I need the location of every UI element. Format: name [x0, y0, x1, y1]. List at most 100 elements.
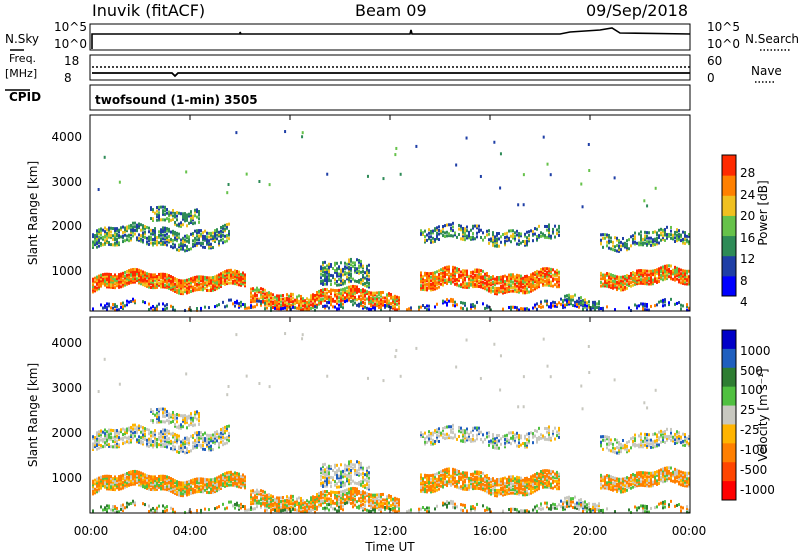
velocity-cell [220, 474, 222, 477]
power-cell [284, 130, 286, 133]
power-cell [160, 218, 162, 221]
power-cell [362, 288, 364, 291]
power-cell [228, 223, 230, 226]
velocity-cell [132, 424, 134, 427]
power-cell [112, 227, 114, 230]
velocity-cell [290, 495, 292, 498]
power-cell [252, 287, 254, 290]
power-cell [354, 261, 356, 264]
power-cell [544, 234, 546, 237]
velocity-cell [158, 443, 160, 446]
power-cell [600, 272, 602, 275]
program-label: twofsound (1-min) 3505 [95, 93, 258, 107]
power-cell [256, 287, 258, 290]
power-cell [142, 239, 144, 242]
power-cell [154, 307, 156, 310]
velocity-cell [106, 434, 108, 437]
power-cell [208, 236, 210, 239]
power-cell [654, 230, 656, 233]
power-cell [168, 239, 170, 242]
power-cell [166, 273, 168, 276]
velocity-cell [108, 443, 110, 446]
power-cell [138, 237, 140, 240]
power-cell [242, 271, 244, 274]
power-cell [216, 237, 218, 240]
velocity-cell [114, 429, 116, 432]
velocity-cell [174, 446, 176, 449]
power-cell [518, 232, 520, 235]
power-cell [380, 291, 382, 294]
strip2-left-label-1: Freq. [9, 52, 36, 65]
velocity-cell [140, 440, 142, 443]
power-cell [618, 239, 620, 242]
power-cell [172, 209, 174, 212]
power-cell [306, 297, 308, 300]
velocity-cell [146, 442, 148, 445]
power-cell [150, 273, 152, 276]
power-cell [452, 222, 454, 225]
power-cell [198, 229, 200, 232]
power-cell [164, 241, 166, 244]
velocity-cell [228, 471, 230, 474]
velocity-cell [176, 480, 178, 483]
velocity-cell [110, 432, 112, 435]
velocity-cell [316, 493, 318, 496]
velocity-cell [226, 425, 228, 428]
velocity-cell [208, 434, 210, 437]
power-cell [510, 284, 512, 287]
velocity-cell [364, 491, 366, 494]
power-cell [136, 224, 138, 227]
power-cell [528, 276, 530, 279]
power-cell [640, 234, 642, 237]
velocity-cell [164, 436, 166, 439]
power-cell [282, 298, 284, 301]
power-cell [158, 230, 160, 233]
power-cell [344, 296, 346, 299]
velocity-cell [172, 478, 174, 481]
power-cell [498, 245, 500, 248]
power-cell [517, 203, 519, 206]
velocity-cell [396, 498, 398, 501]
velocity-cell [214, 431, 216, 434]
power-cell [264, 289, 266, 292]
velocity-cell [396, 505, 398, 508]
power-cell [180, 242, 182, 245]
power-cell [344, 287, 346, 290]
power-cell [602, 283, 604, 286]
power-cell [330, 296, 332, 299]
power-cell [298, 294, 300, 297]
power-cell [544, 267, 546, 270]
velocity-cell [158, 436, 160, 439]
power-cell [268, 298, 270, 301]
power-cell [348, 286, 350, 289]
power-cell [586, 305, 588, 308]
power-cell [164, 218, 166, 221]
power-cell [324, 288, 326, 291]
power-cell [630, 235, 632, 238]
power-cell [332, 298, 334, 301]
power-cell [170, 305, 172, 308]
power-cell [202, 231, 204, 234]
velocity-cell [110, 445, 112, 448]
velocity-cell [112, 429, 114, 432]
power-cell [170, 238, 172, 241]
velocity-cell [392, 507, 394, 510]
power-cell [350, 285, 352, 288]
power-cell [624, 286, 626, 289]
power-cell [186, 245, 188, 248]
power-cell [235, 131, 237, 134]
velocity-cell [356, 487, 358, 490]
power-cell [334, 282, 336, 285]
velocity-cell [150, 475, 152, 478]
velocity-cell [310, 509, 312, 512]
velocity-cell [140, 431, 142, 434]
power-cell [214, 229, 216, 232]
power-cell [466, 235, 468, 238]
velocity-cell [376, 497, 378, 500]
power-cell [328, 295, 330, 298]
power-cell [634, 272, 636, 275]
velocity-cell [334, 502, 336, 505]
power-cell [240, 304, 242, 307]
power-cell [296, 307, 298, 310]
power-cell [668, 233, 670, 236]
